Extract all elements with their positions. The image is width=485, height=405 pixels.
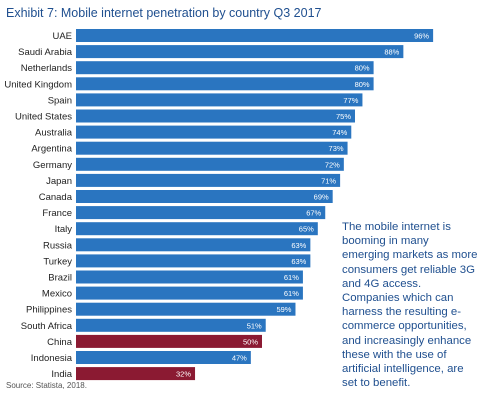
bar-philippines	[76, 302, 296, 316]
value-label-japan: 71%	[321, 176, 336, 185]
bar-japan	[76, 173, 341, 187]
bar-indonesia	[76, 351, 251, 364]
category-label-indonesia: Indonesia	[31, 353, 73, 364]
bar-france	[76, 206, 326, 220]
category-label-south-africa: South Africa	[21, 321, 73, 332]
category-label-spain: Spain	[48, 95, 72, 106]
bar-spain	[76, 93, 363, 107]
bar-argentina	[76, 141, 348, 155]
value-label-turkey: 63%	[291, 257, 306, 266]
bar-russia	[76, 238, 311, 252]
category-label-netherlands: Netherlands	[21, 63, 72, 74]
bar-saudi-arabia	[76, 45, 404, 59]
value-label-italy: 65%	[299, 225, 314, 234]
category-label-italy: Italy	[55, 224, 73, 235]
value-label-russia: 63%	[291, 241, 306, 250]
category-label-australia: Australia	[35, 128, 73, 139]
bar-australia	[76, 125, 352, 139]
category-label-brazil: Brazil	[48, 273, 72, 284]
bar-south-africa	[76, 318, 266, 332]
value-label-saudi-arabia: 88%	[384, 48, 399, 57]
category-label-russia: Russia	[43, 240, 73, 251]
value-label-south-africa: 51%	[247, 321, 262, 330]
bar-turkey	[76, 254, 311, 268]
value-label-india: 32%	[176, 370, 191, 379]
bar-italy	[76, 222, 318, 236]
category-label-india: India	[51, 369, 72, 380]
category-label-japan: Japan	[46, 176, 72, 187]
bar-china	[76, 334, 262, 348]
value-label-indonesia: 47%	[232, 354, 247, 363]
category-label-uae: UAE	[52, 31, 72, 42]
bar-canada	[76, 190, 333, 203]
category-label-germany: Germany	[33, 160, 72, 171]
bar-india	[76, 367, 196, 381]
bar-united-kingdom	[76, 77, 374, 91]
source-note: Source: Statista, 2018.	[6, 381, 87, 390]
value-label-china: 50%	[243, 337, 258, 346]
category-label-turkey: Turkey	[43, 256, 72, 267]
value-label-spain: 77%	[343, 96, 358, 105]
category-label-united-kingdom: United Kingdom	[4, 79, 72, 90]
bar-mexico	[76, 286, 303, 300]
category-label-france: France	[42, 208, 72, 219]
value-label-uae: 96%	[414, 32, 429, 41]
value-label-canada: 69%	[314, 193, 329, 202]
category-label-china: China	[47, 337, 73, 348]
category-label-argentina: Argentina	[31, 144, 72, 155]
value-label-brazil: 61%	[284, 273, 299, 282]
bar-netherlands	[76, 61, 374, 75]
value-label-netherlands: 80%	[355, 64, 370, 73]
value-label-france: 67%	[306, 209, 321, 218]
value-label-argentina: 73%	[329, 144, 344, 153]
value-label-australia: 74%	[332, 128, 347, 137]
value-label-germany: 72%	[325, 160, 340, 169]
value-label-united-states: 75%	[336, 112, 351, 121]
category-label-canada: Canada	[39, 192, 73, 203]
category-label-mexico: Mexico	[42, 289, 72, 300]
bar-brazil	[76, 270, 303, 284]
category-label-saudi-arabia: Saudi Arabia	[18, 47, 73, 58]
category-label-philippines: Philippines	[26, 305, 72, 316]
bar-uae	[76, 29, 434, 42]
value-label-united-kingdom: 80%	[355, 80, 370, 89]
chart-title: Exhibit 7: Mobile internet penetration b…	[6, 6, 322, 20]
bar-united-states	[76, 109, 355, 123]
bar-germany	[76, 157, 344, 171]
callout-text: The mobile internet is booming in many e…	[342, 221, 478, 390]
value-label-mexico: 61%	[284, 289, 299, 298]
category-label-united-states: United States	[15, 112, 72, 123]
value-label-philippines: 59%	[276, 305, 291, 314]
